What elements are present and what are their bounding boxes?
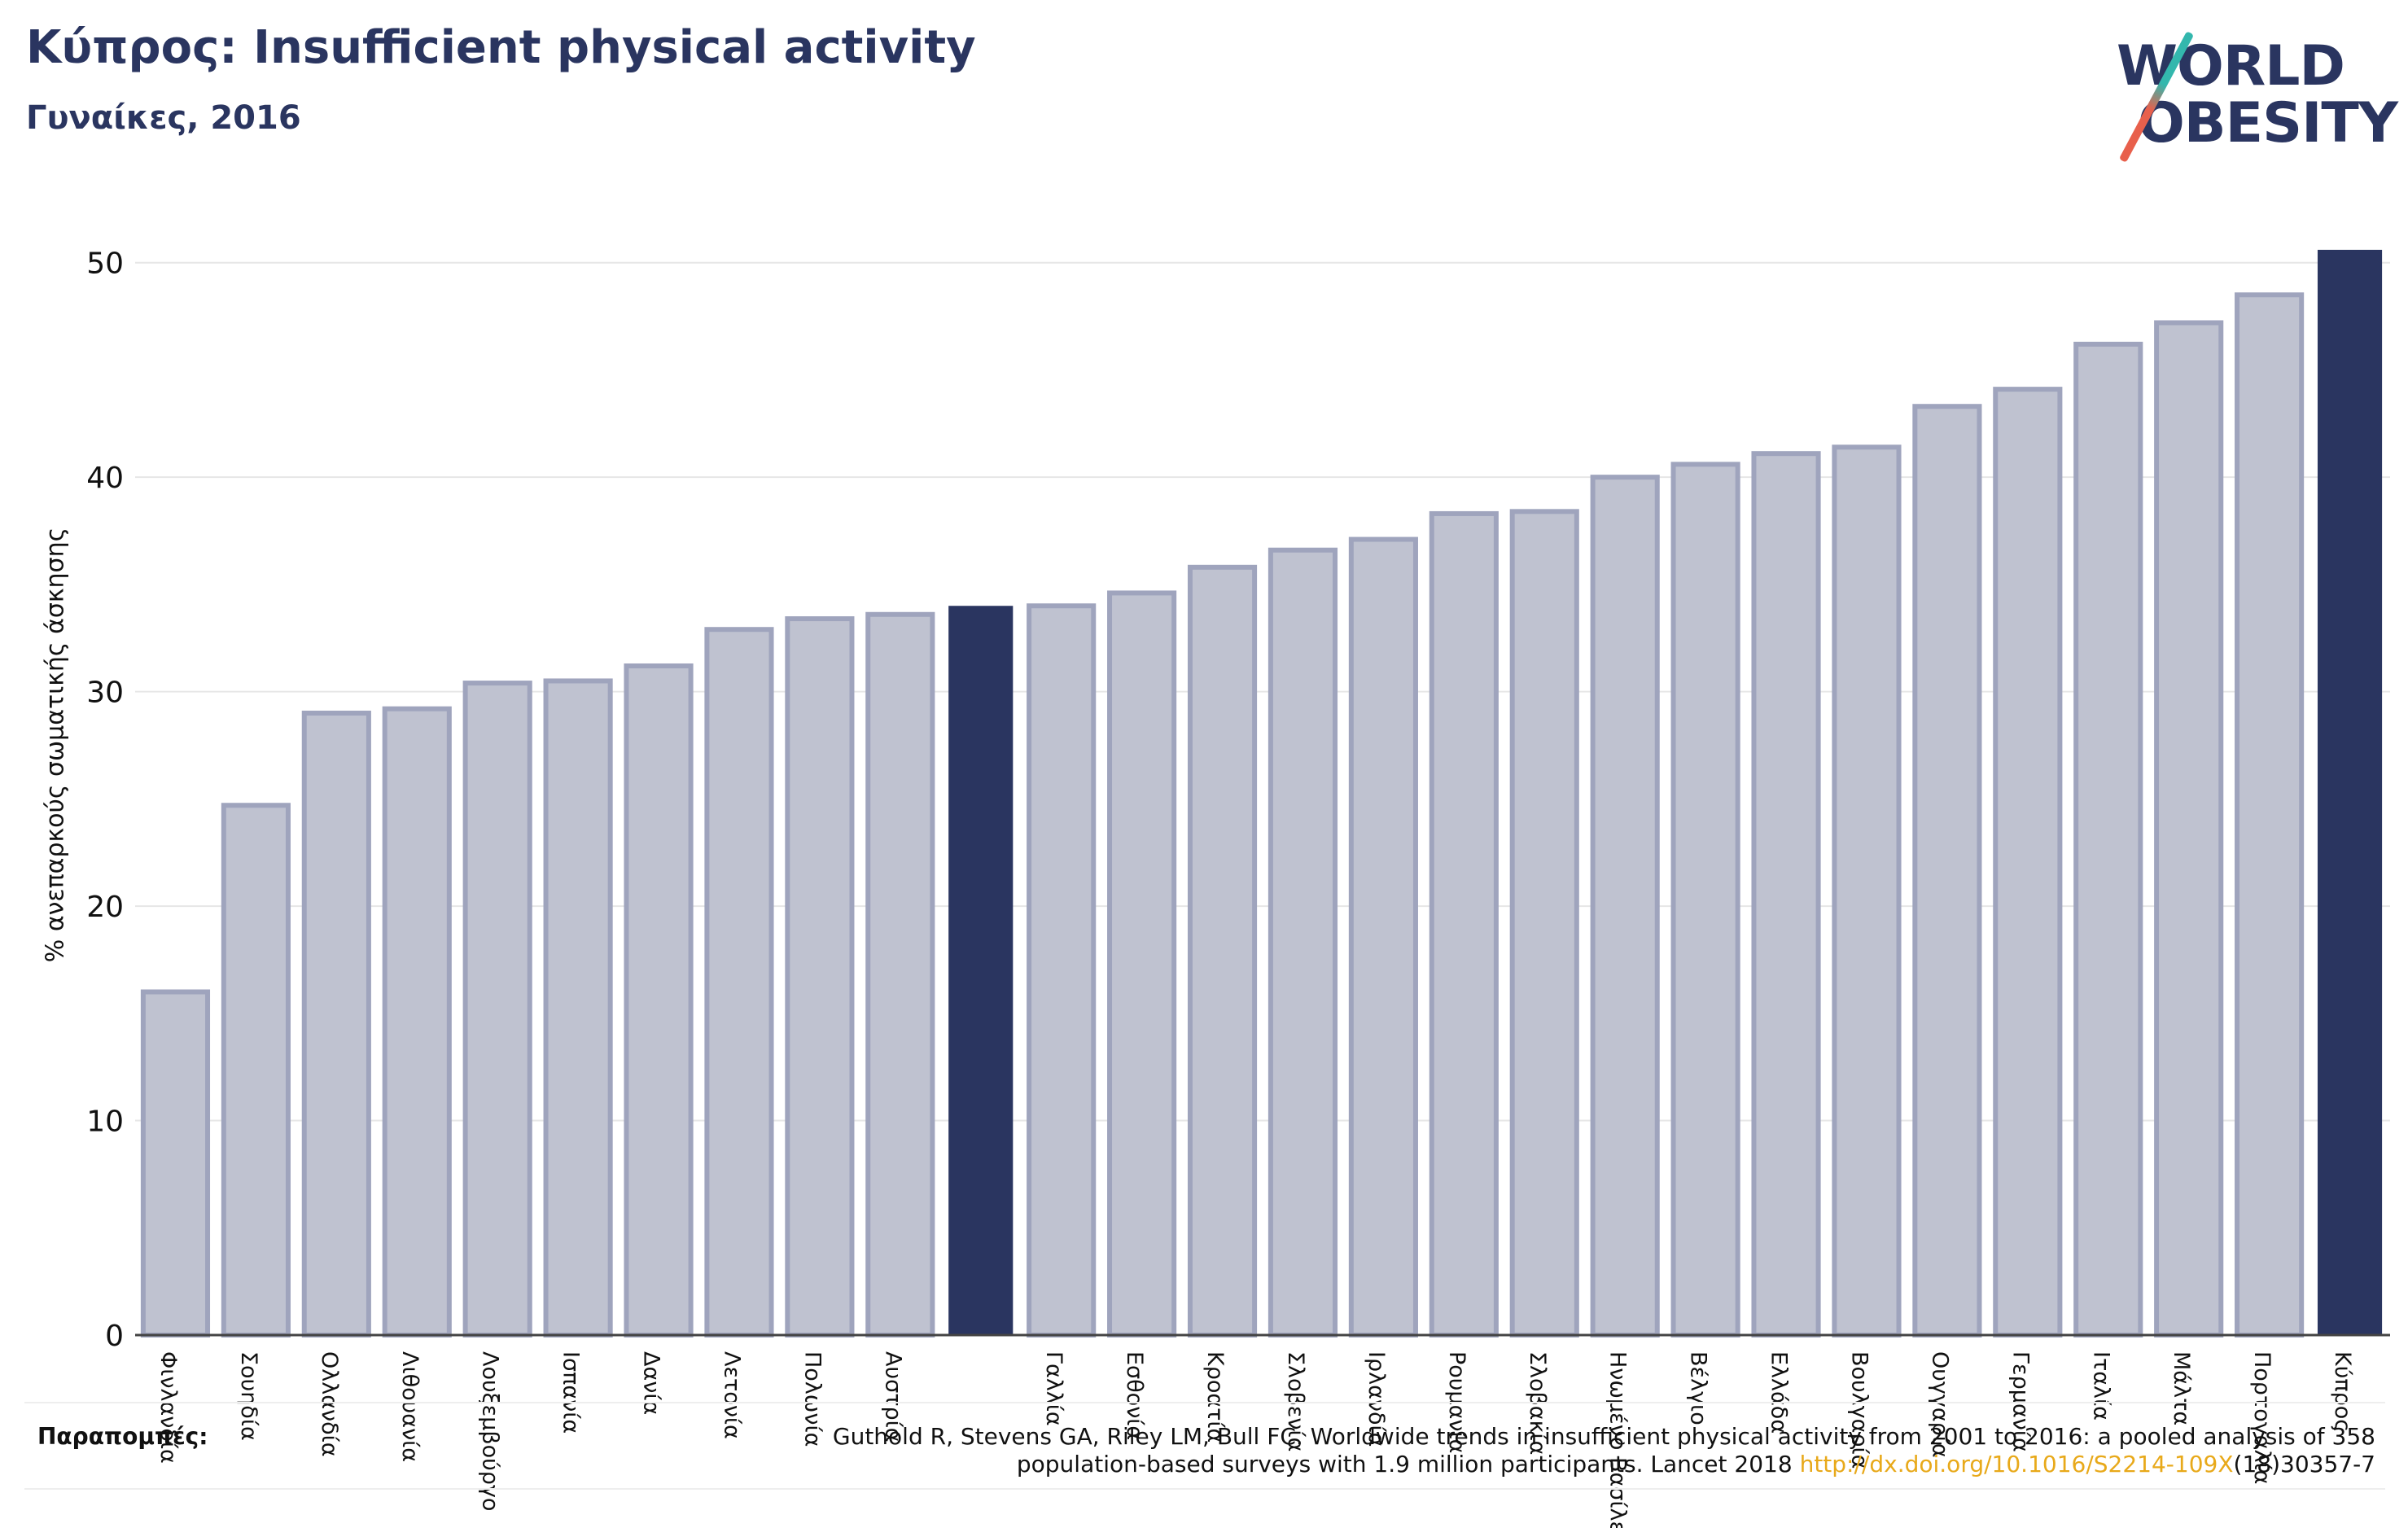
bar (785, 616, 855, 1338)
chart-subtitle: Γυναίκες, 2016 (26, 99, 301, 137)
bar (462, 681, 532, 1338)
y-tick-label: 30 (86, 676, 124, 710)
references-bottom-divider (24, 1488, 2385, 1490)
y-tick-label: 40 (86, 462, 124, 495)
references-citation: Guthold R, Stevens GA, Riley LM, Bull FC… (832, 1423, 2375, 1478)
y-tick-label: 10 (86, 1106, 124, 1139)
bar (1267, 547, 1338, 1338)
bar (1912, 404, 1982, 1338)
logo-word-1: WORLD (2117, 34, 2345, 99)
x-tick-label: Δανία (639, 1351, 664, 1415)
bar (2154, 320, 2224, 1338)
bar (1107, 590, 1177, 1338)
x-tick-label: Κροατία (1202, 1351, 1228, 1443)
bar (1670, 462, 1740, 1338)
references-top-divider (24, 1402, 2385, 1403)
x-tick-label: Ολλανδία (317, 1351, 342, 1457)
bar (1187, 564, 1258, 1338)
x-tick-label: Κύπρος (2330, 1351, 2355, 1432)
x-tick-label: Ιταλία (2088, 1351, 2113, 1421)
world-obesity-logo: WORLD OBESITY (2117, 23, 2398, 169)
x-tick-label: Ουγγαρία (1927, 1351, 1952, 1458)
x-tick-label: Γαλλία (1041, 1351, 1066, 1426)
x-tick-label: Πορτογαλία (2249, 1351, 2274, 1484)
bar (221, 803, 291, 1338)
bar (543, 678, 613, 1338)
x-tick-label: Ισπανία (558, 1351, 584, 1434)
x-tick-label: Λιθουανία (397, 1351, 422, 1462)
x-tick-label: Εσθονία (1122, 1351, 1147, 1440)
x-tick-label: Ηνωμένο Βασίλειο (1605, 1351, 1631, 1528)
x-tick-label: Αυστρία (880, 1351, 905, 1443)
y-tick-label: 20 (86, 891, 124, 924)
x-tick-label: Λετονία (719, 1351, 744, 1439)
bar-highlight (948, 606, 1014, 1335)
bar (1832, 444, 1902, 1338)
x-tick-label: Φινλανδία (155, 1351, 181, 1464)
bar (1429, 510, 1499, 1338)
bar (1509, 509, 1579, 1338)
x-tick-label: Ιρλανδία (1364, 1351, 1389, 1447)
references-citation-suffix: (18)30357-7 (2233, 1451, 2375, 1478)
x-tick-label: Πολωνία (799, 1351, 825, 1447)
y-tick-label: 0 (105, 1320, 124, 1353)
x-tick-label: Μάλτα (2169, 1351, 2194, 1425)
bar (1348, 536, 1418, 1338)
x-tick-label: Βέλγιο (1686, 1351, 1711, 1425)
bar (382, 706, 452, 1338)
y-tick-label: 50 (86, 247, 124, 281)
x-tick-label: Λουξεμβούργο (478, 1351, 503, 1511)
references-link[interactable]: http://dx.doi.org/10.1016/S2214-109X (1799, 1451, 2234, 1478)
bar-highlight (2317, 249, 2383, 1335)
x-tick-label: Γερμανία (2007, 1351, 2033, 1452)
bar (301, 710, 371, 1338)
x-tick-label: Σουηδία (236, 1351, 261, 1441)
x-tick-label: Ελλάδα (1767, 1351, 1792, 1434)
bar (2235, 292, 2305, 1338)
x-tick-label: Σλοβενία (1283, 1351, 1308, 1451)
bar (1751, 451, 1821, 1338)
bar (1027, 603, 1097, 1338)
bar (1993, 387, 2063, 1338)
bar (624, 663, 694, 1338)
logo-word-2: OBESITY (2138, 91, 2398, 155)
bar (1590, 475, 1660, 1338)
chart-title: Κύπρος: Insufficient physical activity (26, 21, 976, 74)
references-text: Guthold R, Stevens GA, Riley LM, Bull FC… (707, 1423, 2375, 1478)
bar (140, 989, 211, 1338)
bar (704, 627, 774, 1338)
bar (2073, 341, 2143, 1338)
bar (865, 611, 935, 1338)
references-label: Παραπομπές: (37, 1423, 208, 1450)
x-tick-label: Βουλγαρία (1846, 1351, 1872, 1469)
